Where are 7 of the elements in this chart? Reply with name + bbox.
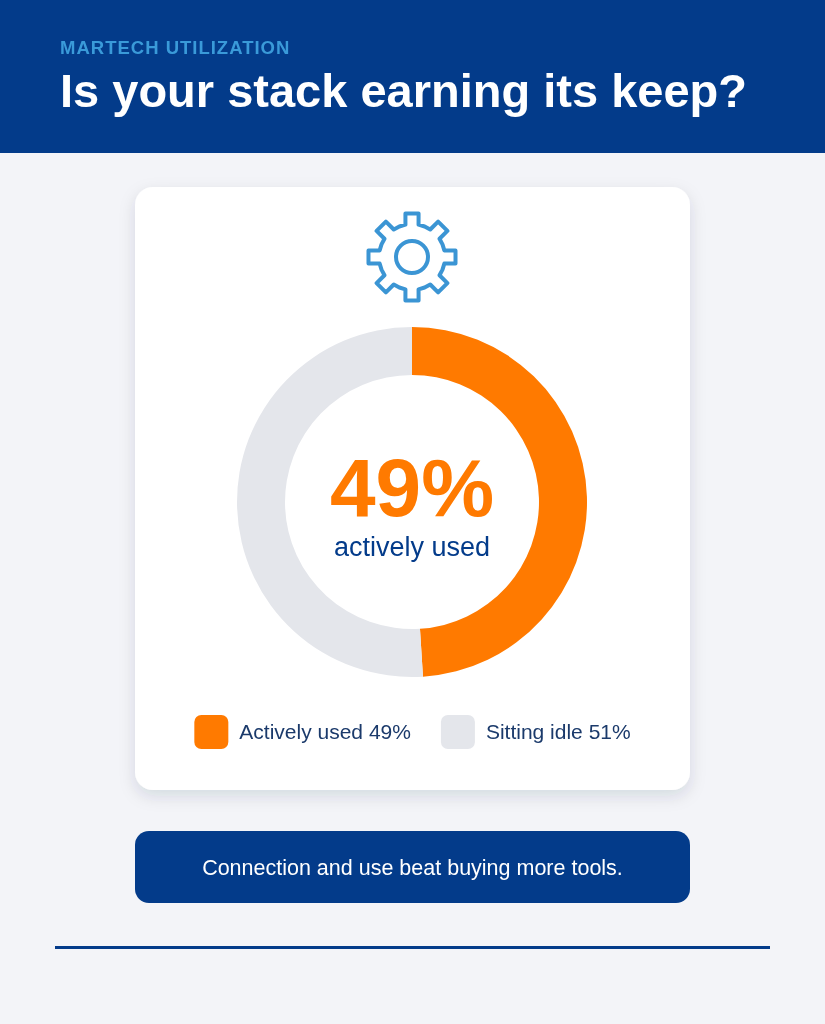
data-label: 49%: [329, 442, 495, 533]
legend-label: Sitting idle 51%: [485, 720, 631, 744]
chart-subtitle: MARTECH UTILIZATION: [60, 37, 291, 58]
text: actively used: [333, 532, 491, 562]
text: Connection and use beat buying more tools.: [202, 855, 623, 880]
legend-label: Actively used 49%: [239, 720, 411, 744]
chart-title: Is your stack earning its keep?: [60, 64, 747, 117]
